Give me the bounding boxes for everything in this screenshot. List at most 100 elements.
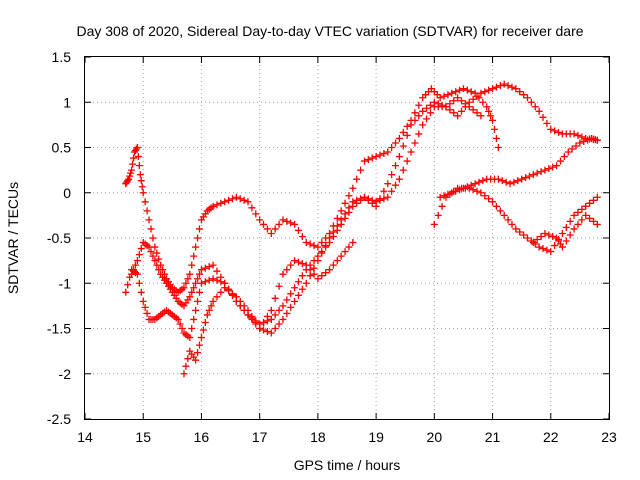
- data-point-track-d: [326, 266, 334, 274]
- data-point-track-a: [467, 88, 475, 96]
- data-point-track-d: [310, 270, 318, 278]
- data-point-track-a: [260, 220, 268, 228]
- data-point-track-a: [127, 169, 135, 177]
- data-point-track-b: [192, 306, 200, 314]
- data-point-track-f: [545, 165, 553, 173]
- data-point-track-a: [357, 166, 365, 174]
- data-point-track-a: [444, 91, 452, 99]
- data-point-track-e: [566, 217, 574, 225]
- data-point-track-c: [473, 109, 481, 117]
- data-point-track-d: [199, 326, 207, 334]
- data-point-track-a: [487, 112, 495, 120]
- data-point-track-d: [271, 294, 279, 302]
- data-point-track-e: [543, 246, 551, 254]
- data-point-track-b: [415, 112, 423, 120]
- data-point-track-a: [136, 171, 144, 179]
- data-point-track-a: [137, 177, 145, 185]
- data-point-track-e: [430, 220, 438, 228]
- data-point-track-c: [368, 196, 376, 204]
- data-point-track-a: [306, 240, 314, 248]
- data-point-track-a: [403, 122, 411, 130]
- data-point-track-d: [244, 306, 252, 314]
- data-point-track-c: [314, 252, 322, 260]
- data-point-track-c: [415, 130, 423, 138]
- data-point-track-b: [260, 326, 268, 334]
- data-point-track-f: [444, 190, 452, 198]
- data-point-track-b: [446, 106, 454, 114]
- data-point-track-e: [574, 208, 582, 216]
- data-point-track-b: [531, 103, 539, 111]
- data-point-track-c: [201, 264, 209, 272]
- x-tick-label: 17: [252, 429, 268, 445]
- data-point-track-a: [147, 225, 155, 233]
- data-point-track-b: [411, 116, 419, 124]
- data-point-track-d: [194, 349, 202, 357]
- data-point-track-c: [151, 257, 159, 265]
- data-point-track-c: [360, 193, 368, 201]
- data-point-track-a: [135, 162, 143, 170]
- data-point-track-c: [337, 220, 345, 228]
- x-tick-label: 20: [427, 429, 443, 445]
- data-point-track-c: [275, 306, 283, 314]
- data-point-track-d: [232, 293, 240, 301]
- data-point-track-b: [527, 98, 535, 106]
- data-point-track-a: [388, 144, 396, 151]
- data-point-track-a: [376, 151, 384, 159]
- data-point-track-d: [184, 355, 192, 363]
- data-point-track-c: [294, 278, 302, 286]
- data-point-track-c: [197, 266, 205, 274]
- data-point-track-c: [341, 214, 349, 222]
- data-point-track-f: [436, 193, 444, 201]
- data-point-track-e: [578, 205, 586, 213]
- data-point-track-b: [407, 121, 415, 129]
- data-point-track-a: [395, 134, 403, 142]
- data-point-track-d: [180, 370, 188, 378]
- data-point-track-a: [130, 154, 138, 162]
- data-point-track-d: [337, 252, 345, 260]
- data-point-track-b: [454, 112, 462, 120]
- data-point-track-d: [213, 293, 221, 301]
- data-point-track-a: [132, 145, 140, 153]
- data-point-track-c: [423, 115, 431, 123]
- data-point-track-e: [562, 223, 570, 231]
- data-point-track-a: [275, 220, 283, 228]
- data-point-track-d: [217, 288, 225, 296]
- data-point-track-a: [364, 156, 372, 164]
- data-point-track-c: [364, 195, 372, 203]
- data-point-track-f: [506, 180, 514, 188]
- data-point-track-a: [149, 234, 157, 242]
- data-point-track-g: [566, 231, 574, 239]
- data-point-track-f: [475, 178, 483, 186]
- data-point-track-a: [360, 157, 368, 165]
- data-point-track-c: [196, 270, 204, 278]
- data-point-track-c: [372, 198, 380, 206]
- data-point-track-f: [494, 175, 502, 183]
- data-point-track-b: [141, 303, 149, 311]
- data-point-track-e: [523, 234, 531, 242]
- data-point-track-d: [207, 302, 215, 310]
- data-point-track-b: [492, 83, 500, 91]
- data-point-track-a: [341, 199, 349, 207]
- data-point-track-d: [252, 318, 260, 326]
- data-point-track-a: [415, 101, 423, 109]
- data-point-track-b: [535, 107, 543, 115]
- data-point-track-c: [298, 272, 306, 280]
- data-point-track-b: [570, 130, 578, 138]
- data-point-track-b: [201, 278, 209, 286]
- data-point-track-c: [128, 270, 136, 278]
- data-point-track-c: [419, 121, 427, 129]
- data-point-track-b: [458, 107, 466, 115]
- data-point-track-b: [310, 264, 318, 272]
- data-point-track-d: [291, 257, 299, 265]
- data-point-track-d: [287, 261, 295, 269]
- data-point-track-b: [539, 113, 547, 121]
- data-point-track-a: [287, 219, 295, 227]
- data-point-track-a: [448, 89, 456, 97]
- data-point-track-a: [392, 139, 400, 147]
- data-point-track-a: [314, 243, 322, 251]
- data-point-track-b: [500, 80, 508, 88]
- data-point-track-c: [137, 245, 145, 253]
- data-point-track-c: [477, 112, 485, 120]
- data-point-track-e: [589, 196, 597, 204]
